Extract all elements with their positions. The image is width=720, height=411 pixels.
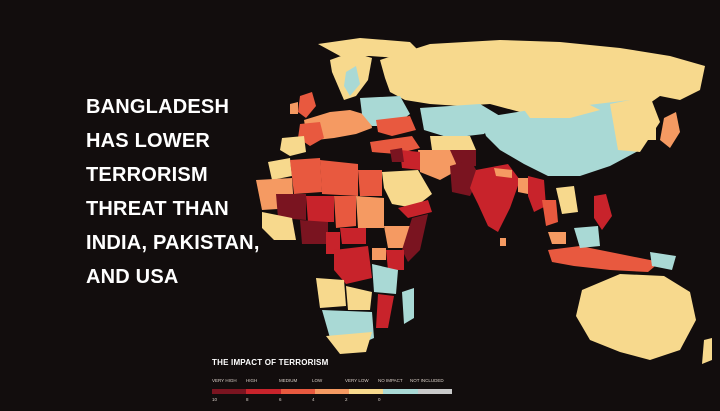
legend-swatch-low (314, 389, 350, 394)
headline-line: AND USA (86, 266, 179, 288)
country-mali (276, 194, 306, 220)
legend-labels: VERY HIGH HIGH MEDIUM LOW VERY LOW NO IM… (212, 378, 452, 387)
country-mozambique (376, 294, 394, 328)
legend-color-bar (212, 389, 452, 394)
country-ireland (290, 102, 298, 114)
country-spain (280, 136, 306, 156)
country-tanzania (372, 264, 398, 294)
legend-tick: 4 (312, 397, 315, 402)
country-korea (648, 126, 656, 140)
headline-line: HAS LOWER (86, 130, 211, 152)
country-russia (380, 40, 705, 112)
country-south-africa (326, 332, 372, 354)
country-nigeria (300, 220, 328, 244)
legend-tick: 0 (378, 397, 381, 402)
country-libya (320, 160, 358, 196)
legend-tick: 8 (246, 397, 249, 402)
legend-swatch-high (246, 389, 281, 394)
country-cameroon (326, 232, 340, 254)
country-sudan (356, 196, 384, 228)
country-turkey (370, 136, 420, 154)
region-greenland (318, 38, 420, 58)
country-malaysia (548, 232, 566, 244)
legend-label-very-low: VERY LOW (345, 378, 369, 383)
country-yemen (398, 200, 432, 218)
country-indonesia (548, 246, 660, 272)
country-chad (334, 196, 356, 228)
country-niger (306, 196, 334, 222)
legend-swatch-not-included (417, 389, 452, 394)
legend-label-low: LOW (312, 378, 323, 383)
legend-label-medium: MEDIUM (279, 378, 298, 383)
country-sri-lanka (500, 238, 506, 246)
country-somalia (402, 214, 428, 262)
legend-swatch-no-impact (383, 389, 418, 394)
country-nepal (494, 168, 512, 178)
legend-label-not-included: NOT INCLUDED (410, 378, 444, 383)
country-australia (576, 274, 696, 360)
legend-label-very-high: VERY HIGH (212, 378, 237, 383)
legend-tick: 2 (345, 397, 348, 402)
region-borneo (574, 226, 600, 248)
country-algeria (290, 158, 322, 194)
country-dr-congo (334, 246, 372, 284)
headline: BANGLADESH HAS LOWER TERRORISM THREAT TH… (86, 90, 260, 294)
headline-line: TERRORISM (86, 164, 208, 186)
country-egypt (358, 170, 382, 196)
legend-swatch-very-low (349, 389, 384, 394)
country-kenya (386, 250, 404, 270)
legend-label-high: HIGH (246, 378, 258, 383)
country-saudi-arabia (382, 170, 432, 208)
country-mongolia (520, 100, 600, 118)
country-angola (316, 278, 346, 308)
country-india (470, 164, 520, 232)
country-iran (418, 150, 458, 180)
country-ukraine (376, 116, 416, 136)
region-west-africa (262, 212, 296, 240)
country-china (480, 100, 648, 176)
country-japan (660, 112, 680, 148)
legend-title: THE IMPACT OF TERRORISM (212, 358, 329, 367)
country-sweden (344, 66, 360, 96)
map-legend: THE IMPACT OF TERRORISM VERY HIGH HIGH M… (212, 358, 452, 405)
legend-scale: 10 8 6 4 2 0 (212, 397, 452, 405)
region-indochina (556, 186, 578, 214)
country-zambia (346, 286, 372, 310)
country-iraq (400, 150, 420, 170)
country-myanmar (528, 176, 546, 212)
legend-label-no-impact: NO IMPACT (378, 378, 403, 383)
legend-swatch-very-high (212, 389, 247, 394)
legend-tick: 10 (212, 397, 218, 402)
country-bangladesh (518, 178, 528, 194)
country-uganda (372, 248, 386, 260)
headline-line: INDIA, PAKISTAN, (86, 232, 260, 254)
country-syria (390, 148, 404, 162)
country-new-zealand (702, 338, 712, 364)
country-thailand (542, 200, 558, 226)
country-madagascar (402, 288, 414, 324)
headline-line: BANGLADESH (86, 96, 230, 118)
country-central-african-rep (340, 228, 366, 244)
legend-swatch-medium (280, 389, 315, 394)
legend-tick: 6 (279, 397, 282, 402)
country-morocco (268, 158, 292, 180)
country-uk (298, 92, 316, 118)
region-east-china (610, 96, 660, 152)
country-philippines (594, 194, 612, 230)
headline-line: THREAT THAN (86, 198, 229, 220)
country-papua-new-guinea (650, 252, 676, 270)
country-kazakhstan (420, 104, 500, 138)
